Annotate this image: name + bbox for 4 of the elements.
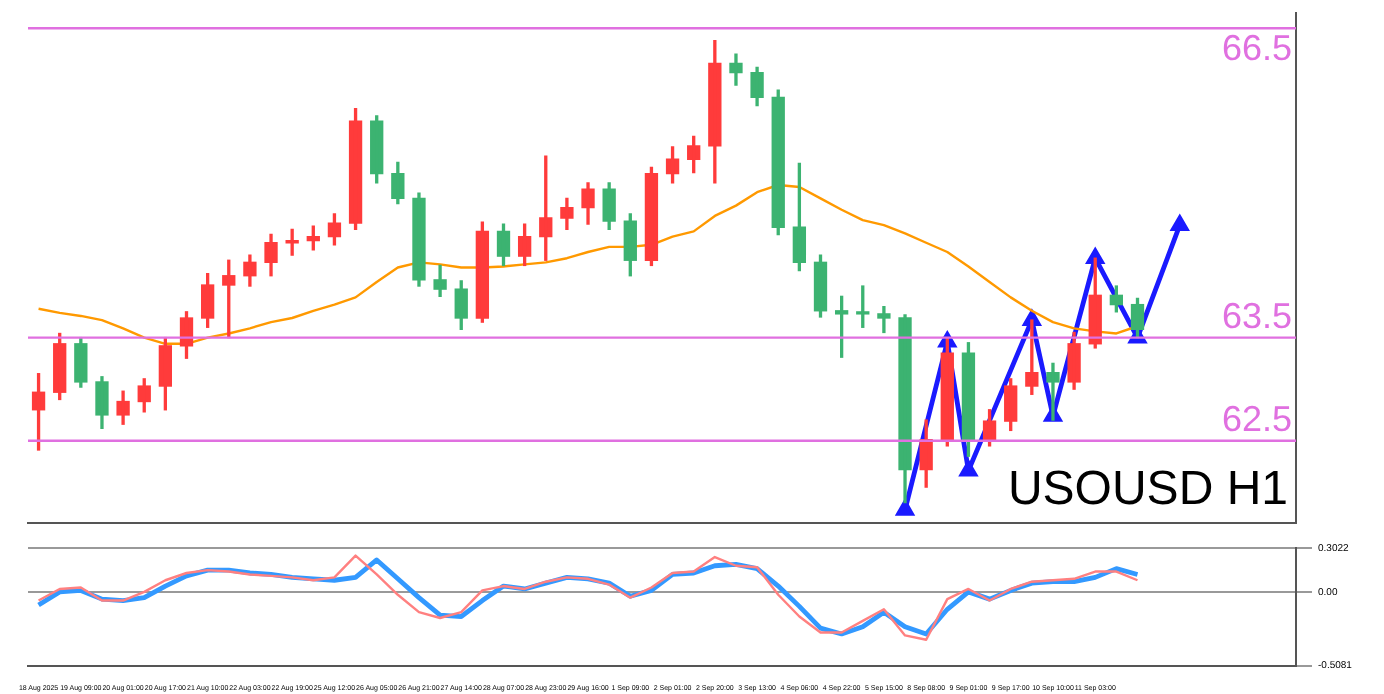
ref-line-label: 63.5 xyxy=(1221,295,1292,336)
ref-line-label: 62.5 xyxy=(1221,398,1292,439)
ref-line-label: 66.5 xyxy=(1221,28,1292,69)
annotation: USOUSD H1 xyxy=(1007,462,1288,517)
